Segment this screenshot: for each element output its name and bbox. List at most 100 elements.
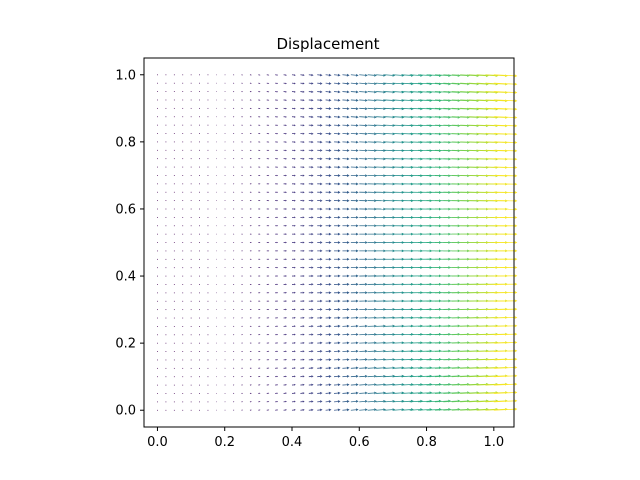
quiver-arrow [199,242,200,243]
quiver-arrow [190,258,192,260]
quiver-arrow [334,115,341,119]
quiver-arrow [350,107,359,111]
quiver-arrow [190,200,192,202]
quiver-arrow [249,267,252,269]
quiver-arrow [173,351,175,352]
quiver-arrow [275,149,279,152]
quiver-arrow [173,250,175,252]
quiver-arrow [300,166,305,169]
quiver-arrow [199,183,200,185]
quiver-arrow [233,175,235,176]
quiver-arrow [182,107,184,109]
quiver-arrow [207,116,209,118]
quiver-arrow [241,359,244,361]
quiver-arrow [199,91,200,92]
quiver-arrow [190,242,192,243]
quiver-arrow [207,225,209,227]
quiver-arrow [359,115,368,119]
quiver-arrow [233,200,235,202]
quiver-arrow [334,199,341,203]
quiver-arrow [308,383,314,387]
quiver-arrow [199,158,200,160]
quiver-arrow [249,91,252,93]
quiver-arrow [241,250,244,252]
quiver-arrow [367,224,377,228]
quiver-arrow [182,225,184,227]
quiver-arrow [308,358,314,361]
quiver-arrow [207,107,209,109]
quiver-arrow [317,132,323,135]
quiver-arrow [157,401,158,403]
quiver-arrow [334,341,341,345]
quiver-arrow [207,351,209,352]
quiver-arrow [165,267,167,269]
quiver-arrow [190,183,192,185]
quiver-arrow [207,359,209,361]
quiver-arrow [173,175,175,176]
quiver-arrow [493,374,518,378]
quiver-arrow [249,300,252,302]
quiver-arrow [493,274,518,278]
quiver-arrow [207,99,209,101]
quiver-arrow [300,316,305,319]
quiver-arrow [207,367,209,369]
quiver-arrow [275,241,279,244]
quiver-arrow [241,376,244,378]
quiver-arrow [300,199,305,202]
quiver-arrow [283,392,287,395]
quiver-arrow [334,333,341,336]
quiver-arrow [308,232,314,236]
quiver-arrow [291,367,296,370]
quiver-arrow [350,124,359,127]
quiver-arrow [207,82,209,84]
quiver-arrow [182,393,184,394]
quiver-arrow [317,408,323,412]
quiver-arrow [249,141,252,143]
quiver-arrow [266,91,270,93]
quiver-arrow [275,317,279,319]
quiver-arrow [367,82,377,86]
quiver-arrow [173,166,175,168]
quiver-arrow [207,292,209,294]
quiver-arrow [182,351,184,352]
quiver-arrow [367,391,377,395]
quiver-arrow [325,291,332,295]
quiver-arrow [165,141,167,143]
quiver-arrow [359,182,368,186]
quiver-arrow [367,249,377,253]
quiver-arrow [182,183,184,185]
quiver-arrow [359,391,368,395]
quiver-arrow [157,258,158,260]
quiver-arrow [266,367,270,369]
quiver-arrow [275,266,279,269]
quiver-arrow [173,317,175,319]
quiver-arrow [275,233,279,235]
quiver-arrow [334,90,341,94]
quiver-arrow [157,309,158,311]
quiver-arrow [275,283,279,286]
quiver-arrow [300,140,305,144]
quiver-arrow [258,183,261,185]
quiver-arrow [367,299,377,303]
quiver-arrow [275,183,279,185]
quiver-arrow [173,334,175,336]
quiver-arrow [199,233,200,235]
quiver-arrow [157,107,158,109]
quiver-arrow [342,341,350,345]
quiver-arrow [325,333,332,336]
quiver-arrow [199,334,200,336]
quiver-arrow [173,401,175,403]
quiver-arrow [266,334,270,336]
quiver-arrow [275,132,279,135]
quiver-arrow [275,225,279,227]
quiver-arrow [384,383,396,386]
quiver-arrow [283,283,287,286]
quiver-arrow [207,166,209,168]
quiver-arrow [241,124,244,126]
quiver-arrow [342,299,350,303]
quiver-arrow [233,233,235,235]
quiver-arrow [359,316,368,320]
quiver-arrow [258,208,261,210]
quiver-arrow [249,317,252,319]
quiver-arrow [283,358,287,361]
